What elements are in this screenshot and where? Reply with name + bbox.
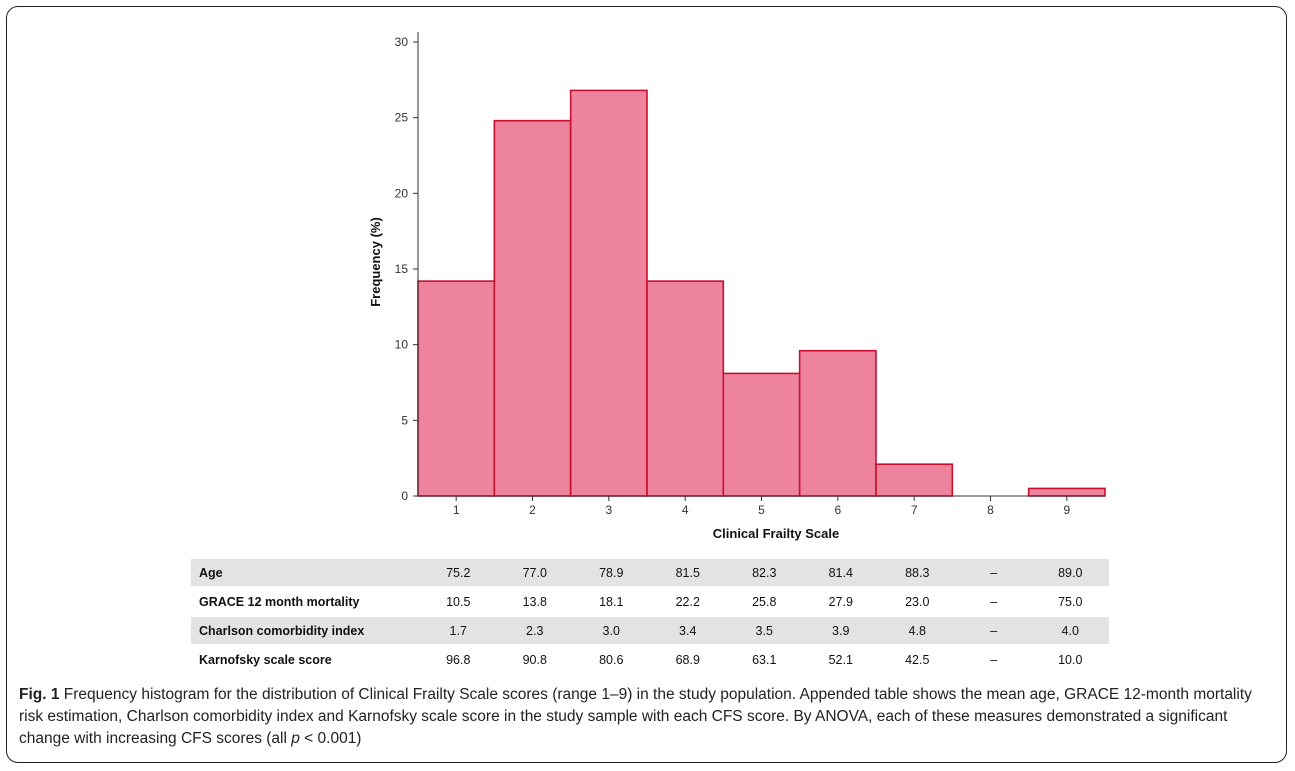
table-cell: – <box>955 616 1032 646</box>
table-cell: 68.9 <box>649 645 726 675</box>
table-cell: 42.5 <box>879 645 956 675</box>
table-cell: 77.0 <box>496 559 573 588</box>
x-tick-label: 6 <box>834 503 841 517</box>
x-tick-label: 9 <box>1063 503 1070 517</box>
table-cell: 22.2 <box>649 587 726 617</box>
table-cell: 27.9 <box>802 587 879 617</box>
figure-caption: Fig. 1 Frequency histogram for the distr… <box>19 684 1274 750</box>
histogram-bar-7 <box>875 463 954 497</box>
histogram-bar-9 <box>1027 487 1106 497</box>
figure-label: Fig. 1 <box>19 686 60 703</box>
table-cell: 3.5 <box>726 616 803 646</box>
y-tick-label: 30 <box>395 35 409 49</box>
y-tick-label: 15 <box>395 262 409 276</box>
table-cell: 81.5 <box>649 559 726 588</box>
caption-text-end: < 0.001) <box>299 730 362 747</box>
y-tick-label: 20 <box>395 186 409 200</box>
table-cell: 75.2 <box>420 559 497 588</box>
table-row: GRACE 12 month mortality 10.5 13.8 18.1 22.2… <box>191 587 1109 617</box>
histogram-bar-2 <box>493 119 572 497</box>
x-tick-label: 3 <box>605 503 612 517</box>
histogram-bar-1 <box>417 280 496 497</box>
histogram-bar-6 <box>798 349 877 497</box>
table-cell: 13.8 <box>496 587 573 617</box>
x-tick-label: 4 <box>682 503 689 517</box>
table-cell: 78.9 <box>573 559 650 588</box>
table-cell: 82.3 <box>726 559 803 588</box>
caption-text-main: Frequency histogram for the distribution… <box>19 686 1252 747</box>
table-row: Karnofsky scale score 96.8 90.8 80.6 68.9 63.… <box>191 645 1109 675</box>
table-cell: 96.8 <box>420 645 497 675</box>
table-cell: 63.1 <box>726 645 803 675</box>
cfs-stats-table: Age 75.2 77.0 78.9 81.5 82.3 81.4 88.3–89.0 GRAC… <box>191 559 1109 675</box>
x-ticks-group: 1 2 3 4 5 6 7 8 9 <box>453 496 1070 517</box>
table-cell: 80.6 <box>573 645 650 675</box>
table-cell: – <box>955 587 1032 617</box>
table-cell: 1.7 <box>420 616 497 646</box>
histogram-chart: 0 5 10 15 20 25 30 1 2 3 4 5 6 7 8 9 Clinical Frailty … <box>368 32 1106 541</box>
histogram-bar-4 <box>646 280 725 497</box>
table-cell: – <box>955 645 1032 675</box>
table-cell: 88.3 <box>879 559 956 588</box>
histogram-bar-3 <box>569 89 648 497</box>
table-cell: 89.0 <box>1032 559 1109 588</box>
table-cell: 52.1 <box>802 645 879 675</box>
x-tick-label: 8 <box>987 503 994 517</box>
y-tick-label: 25 <box>395 111 409 125</box>
table-cell: 90.8 <box>496 645 573 675</box>
table-cell: 25.8 <box>726 587 803 617</box>
x-tick-label: 5 <box>758 503 765 517</box>
table-row-label: Karnofsky scale score <box>191 645 420 675</box>
bars-group <box>417 89 1106 497</box>
y-tick-label: 10 <box>395 338 409 352</box>
table-row: Age 75.2 77.0 78.9 81.5 82.3 81.4 88.3–89.0 <box>191 559 1109 588</box>
table-row: Charlson comorbidity index 1.7 2.3 3.0 3.4 3.… <box>191 616 1109 646</box>
table-cell: 4.8 <box>879 616 956 646</box>
y-tick-label: 0 <box>401 489 408 503</box>
x-tick-label: 1 <box>453 503 460 517</box>
table-cell: 10.5 <box>420 587 497 617</box>
table-row-label: GRACE 12 month mortality <box>191 587 420 617</box>
table-cell: 3.9 <box>802 616 879 646</box>
figure-frame <box>6 6 1287 763</box>
table-cell: 23.0 <box>879 587 956 617</box>
histogram-bar-5 <box>722 372 801 497</box>
table-body: Age 75.2 77.0 78.9 81.5 82.3 81.4 88.3–89.0 GRAC… <box>191 559 1109 675</box>
table-cell: 18.1 <box>573 587 650 617</box>
x-axis-title: Clinical Frailty Scale <box>713 526 839 541</box>
table-cell: – <box>955 559 1032 588</box>
table-cell: 81.4 <box>802 559 879 588</box>
table-cell: 75.0 <box>1032 587 1109 617</box>
table-cell: 3.0 <box>573 616 650 646</box>
y-ticks-group: 0 5 10 15 20 25 30 <box>395 35 418 503</box>
table-row-label: Charlson comorbidity index <box>191 616 420 646</box>
y-axis-title: Frequency (%) <box>368 217 383 307</box>
table-cell: 10.0 <box>1032 645 1109 675</box>
table-cell: 2.3 <box>496 616 573 646</box>
x-tick-label: 7 <box>911 503 918 517</box>
x-tick-label: 2 <box>529 503 536 517</box>
caption-p-symbol: p <box>291 730 300 747</box>
y-tick-label: 5 <box>401 413 408 427</box>
table-row-label: Age <box>191 559 420 588</box>
table-cell: 3.4 <box>649 616 726 646</box>
table-cell: 4.0 <box>1032 616 1109 646</box>
